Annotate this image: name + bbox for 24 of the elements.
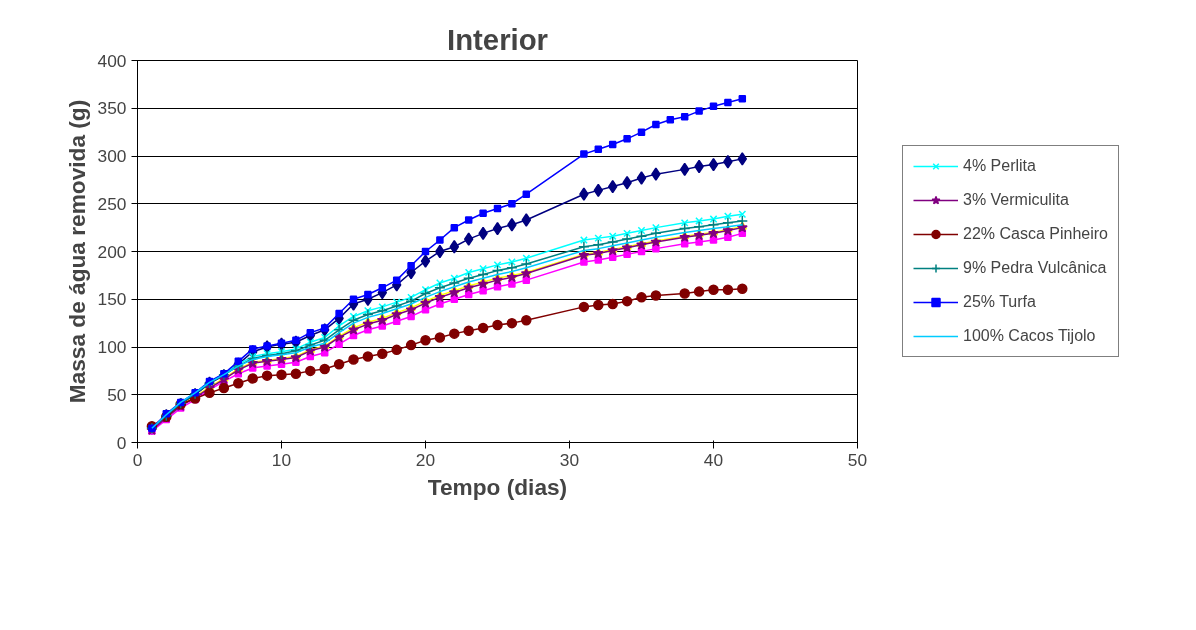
x-tick-label: 50 — [847, 449, 868, 470]
legend-label: 100% Cacos Tijolo — [963, 327, 1096, 345]
x-tick-label: 10 — [271, 449, 292, 470]
y-axis-title: Massa de água removida (g) — [63, 99, 90, 404]
y-tick-label: 50 — [107, 384, 127, 405]
legend-label: 25% Turfa — [963, 293, 1036, 311]
y-tick-label: 150 — [97, 289, 127, 310]
legend-label: 9% Pedra Vulcânica — [963, 259, 1107, 277]
y-tick-label: 400 — [97, 50, 127, 71]
legend-label: 22% Casca Pinheiro — [963, 225, 1108, 243]
x-tick-label: 30 — [559, 449, 580, 470]
y-tick-label: 200 — [97, 241, 127, 262]
x-tick-label: 0 — [132, 449, 143, 470]
y-tick-label: 100 — [97, 337, 127, 357]
y-tick-label: 0 — [116, 432, 127, 453]
x-tick-label: 40 — [703, 449, 724, 470]
x-tick-label: 20 — [415, 449, 436, 470]
x-axis-title: Tempo (dias) — [427, 473, 568, 500]
y-tick-label: 300 — [97, 146, 127, 166]
chart-title: Interior — [446, 22, 549, 56]
y-tick-label: 250 — [97, 193, 127, 214]
legend-label: 4% Perlita — [963, 157, 1036, 175]
legend-label: 3% Vermiculita — [963, 191, 1069, 209]
y-tick-label: 350 — [97, 98, 127, 119]
